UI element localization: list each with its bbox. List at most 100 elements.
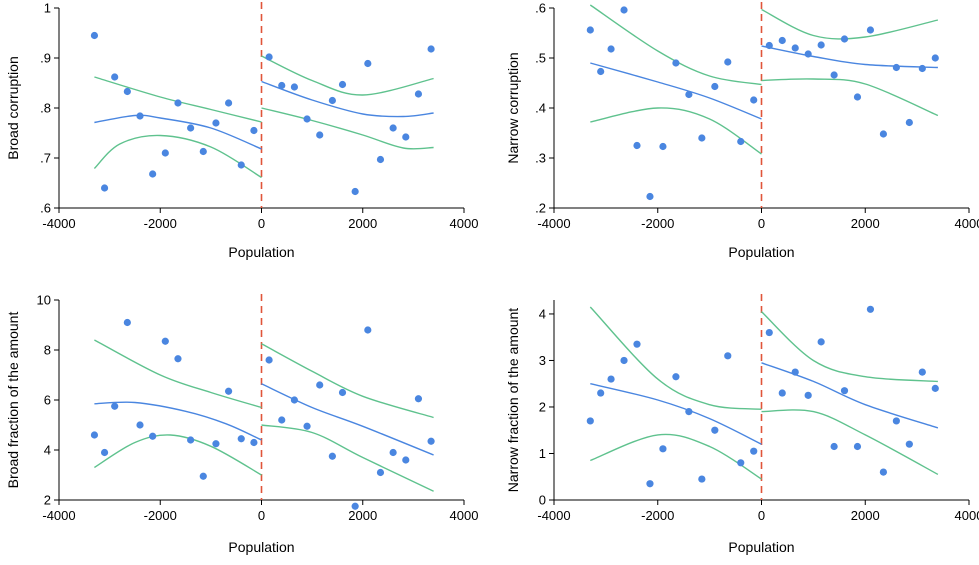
data-point xyxy=(303,422,311,430)
data-point xyxy=(199,147,207,156)
data-point xyxy=(364,59,372,68)
data-point xyxy=(750,96,758,104)
ci-upper-right-curve xyxy=(261,343,434,419)
data-point xyxy=(290,83,299,91)
y-tick-label: 6 xyxy=(44,393,51,408)
data-point xyxy=(376,468,385,477)
data-point xyxy=(791,368,799,376)
data-point xyxy=(402,133,410,141)
y-tick-label: .3 xyxy=(535,151,546,166)
x-tick-label: 0 xyxy=(258,508,265,523)
data-point xyxy=(607,45,615,53)
y-axis-title: Narrow fraction of the amount xyxy=(505,308,521,493)
data-point xyxy=(303,115,311,123)
data-point xyxy=(250,438,258,447)
data-point xyxy=(199,472,207,480)
x-tick-label: 0 xyxy=(758,508,765,523)
y-tick-label: 4 xyxy=(44,443,51,458)
data-point xyxy=(866,26,875,34)
panel-1: .6 .7 .8 .9 1 -4000 -2000 0 2000 4000 Population Br… xyxy=(5,1,478,261)
data-point xyxy=(100,448,109,457)
data-point xyxy=(586,417,594,425)
data-point xyxy=(149,432,157,440)
data-point xyxy=(840,35,849,43)
data-point xyxy=(414,90,423,98)
data-point xyxy=(778,389,786,397)
y-tick-label: .9 xyxy=(40,51,51,66)
ci-upper-left-curve xyxy=(94,76,262,123)
y-tick-label: 2 xyxy=(44,493,51,508)
data-point xyxy=(659,142,667,151)
x-tick-label: -4000 xyxy=(537,508,570,523)
data-point xyxy=(586,26,594,34)
data-point xyxy=(817,41,825,49)
data-point xyxy=(879,468,888,476)
ci-lower-left-curve xyxy=(93,134,262,179)
x-tick-label: 4000 xyxy=(450,216,479,231)
fit-left-curve xyxy=(94,114,262,150)
data-point xyxy=(427,437,435,445)
data-point xyxy=(685,408,693,416)
data-point xyxy=(187,124,195,132)
data-point xyxy=(100,184,109,192)
ci-lower-left-curve xyxy=(590,107,762,155)
x-tick-label: -2000 xyxy=(641,508,674,523)
data-point xyxy=(685,90,693,99)
x-axis-title: Population xyxy=(728,539,794,555)
data-point xyxy=(711,82,719,91)
data-point xyxy=(250,126,258,135)
data-point xyxy=(290,396,299,404)
panel-3: 2 4 6 8 10 -4000 -2000 0 2000 4000 Population Broad… xyxy=(5,293,478,556)
data-point xyxy=(698,134,706,142)
ci-lower-right-curve xyxy=(261,107,434,150)
data-point xyxy=(427,45,435,53)
y-tick-label: 10 xyxy=(37,293,51,308)
ci-upper-left-curve xyxy=(589,306,762,410)
fit-left-curve xyxy=(590,383,762,445)
y-axis-title: Narrow corruption xyxy=(505,52,521,163)
y-tick-label: 2 xyxy=(539,399,546,414)
y-tick-label: 1 xyxy=(44,1,51,16)
x-tick-label: 2000 xyxy=(348,508,377,523)
panel-4: 0 1 2 3 4 -4000 -2000 0 2000 4000 Population Narrow… xyxy=(505,294,979,555)
data-point xyxy=(224,99,233,107)
x-tick-label: -4000 xyxy=(42,508,75,523)
y-tick-label: 4 xyxy=(539,306,546,321)
x-tick-label: -4000 xyxy=(42,216,75,231)
data-point xyxy=(765,328,773,337)
data-point xyxy=(659,445,667,453)
data-point xyxy=(804,50,812,58)
data-point xyxy=(711,426,719,434)
data-point xyxy=(351,187,359,196)
y-tick-label: 1 xyxy=(539,446,546,461)
y-axis-title: Broad fraction of the amount xyxy=(5,312,21,489)
data-point xyxy=(265,356,273,364)
data-point xyxy=(187,436,195,444)
data-point xyxy=(212,440,220,448)
data-point xyxy=(90,31,99,40)
data-point xyxy=(265,53,273,61)
x-tick-label: 0 xyxy=(758,216,765,231)
data-point xyxy=(633,141,641,150)
data-point xyxy=(278,416,286,424)
data-point xyxy=(698,475,706,483)
data-point xyxy=(278,81,286,90)
data-point xyxy=(737,137,745,146)
data-point xyxy=(123,318,131,327)
data-point xyxy=(830,71,838,79)
data-point xyxy=(136,421,144,429)
fit-right-curve xyxy=(761,45,938,69)
data-point xyxy=(149,170,157,178)
data-point xyxy=(607,375,615,383)
ci-upper-right-curve xyxy=(761,311,938,383)
ci-upper-right-curve xyxy=(761,8,939,40)
data-point xyxy=(111,402,119,410)
data-point xyxy=(338,80,347,89)
x-tick-label: -2000 xyxy=(641,216,674,231)
x-axis-title: Population xyxy=(228,539,294,555)
x-tick-label: -2000 xyxy=(144,508,177,523)
data-point xyxy=(737,459,745,467)
data-point xyxy=(174,99,182,107)
x-tick-label: 4000 xyxy=(450,508,479,523)
